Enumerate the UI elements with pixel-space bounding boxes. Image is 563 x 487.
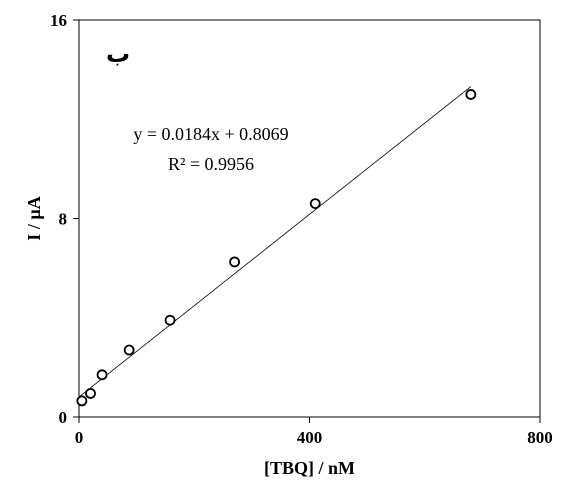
x-tick-label-0: 0 <box>75 428 84 447</box>
data-point-7 <box>309 198 321 210</box>
data-point-5 <box>164 314 176 326</box>
y-tick-label-16: 16 <box>50 11 67 30</box>
x-tick-label-400: 400 <box>297 428 323 447</box>
x-tick-marks <box>78 417 541 423</box>
data-point-8 <box>465 89 477 100</box>
data-point-3 <box>96 369 108 381</box>
data-point-6 <box>229 256 240 268</box>
data-point-2 <box>85 388 96 399</box>
x-axis-title: [TBQ] / nM <box>264 458 355 478</box>
data-points <box>76 89 477 407</box>
data-point-1 <box>76 395 88 407</box>
plot-area <box>78 19 541 418</box>
r-squared-label: R² = 0.9956 <box>168 154 254 174</box>
regression-equation: y = 0.0184x + 0.8069 <box>133 124 288 144</box>
data-point-4 <box>123 344 135 356</box>
y-tick-label-8: 8 <box>59 210 68 229</box>
y-tick-marks <box>73 19 79 418</box>
panel-label: ب <box>106 40 130 68</box>
trendline <box>78 86 472 398</box>
x-tick-label-800: 800 <box>527 428 553 447</box>
y-tick-label-0: 0 <box>59 408 68 427</box>
y-axis-title: I / µA <box>24 196 44 240</box>
